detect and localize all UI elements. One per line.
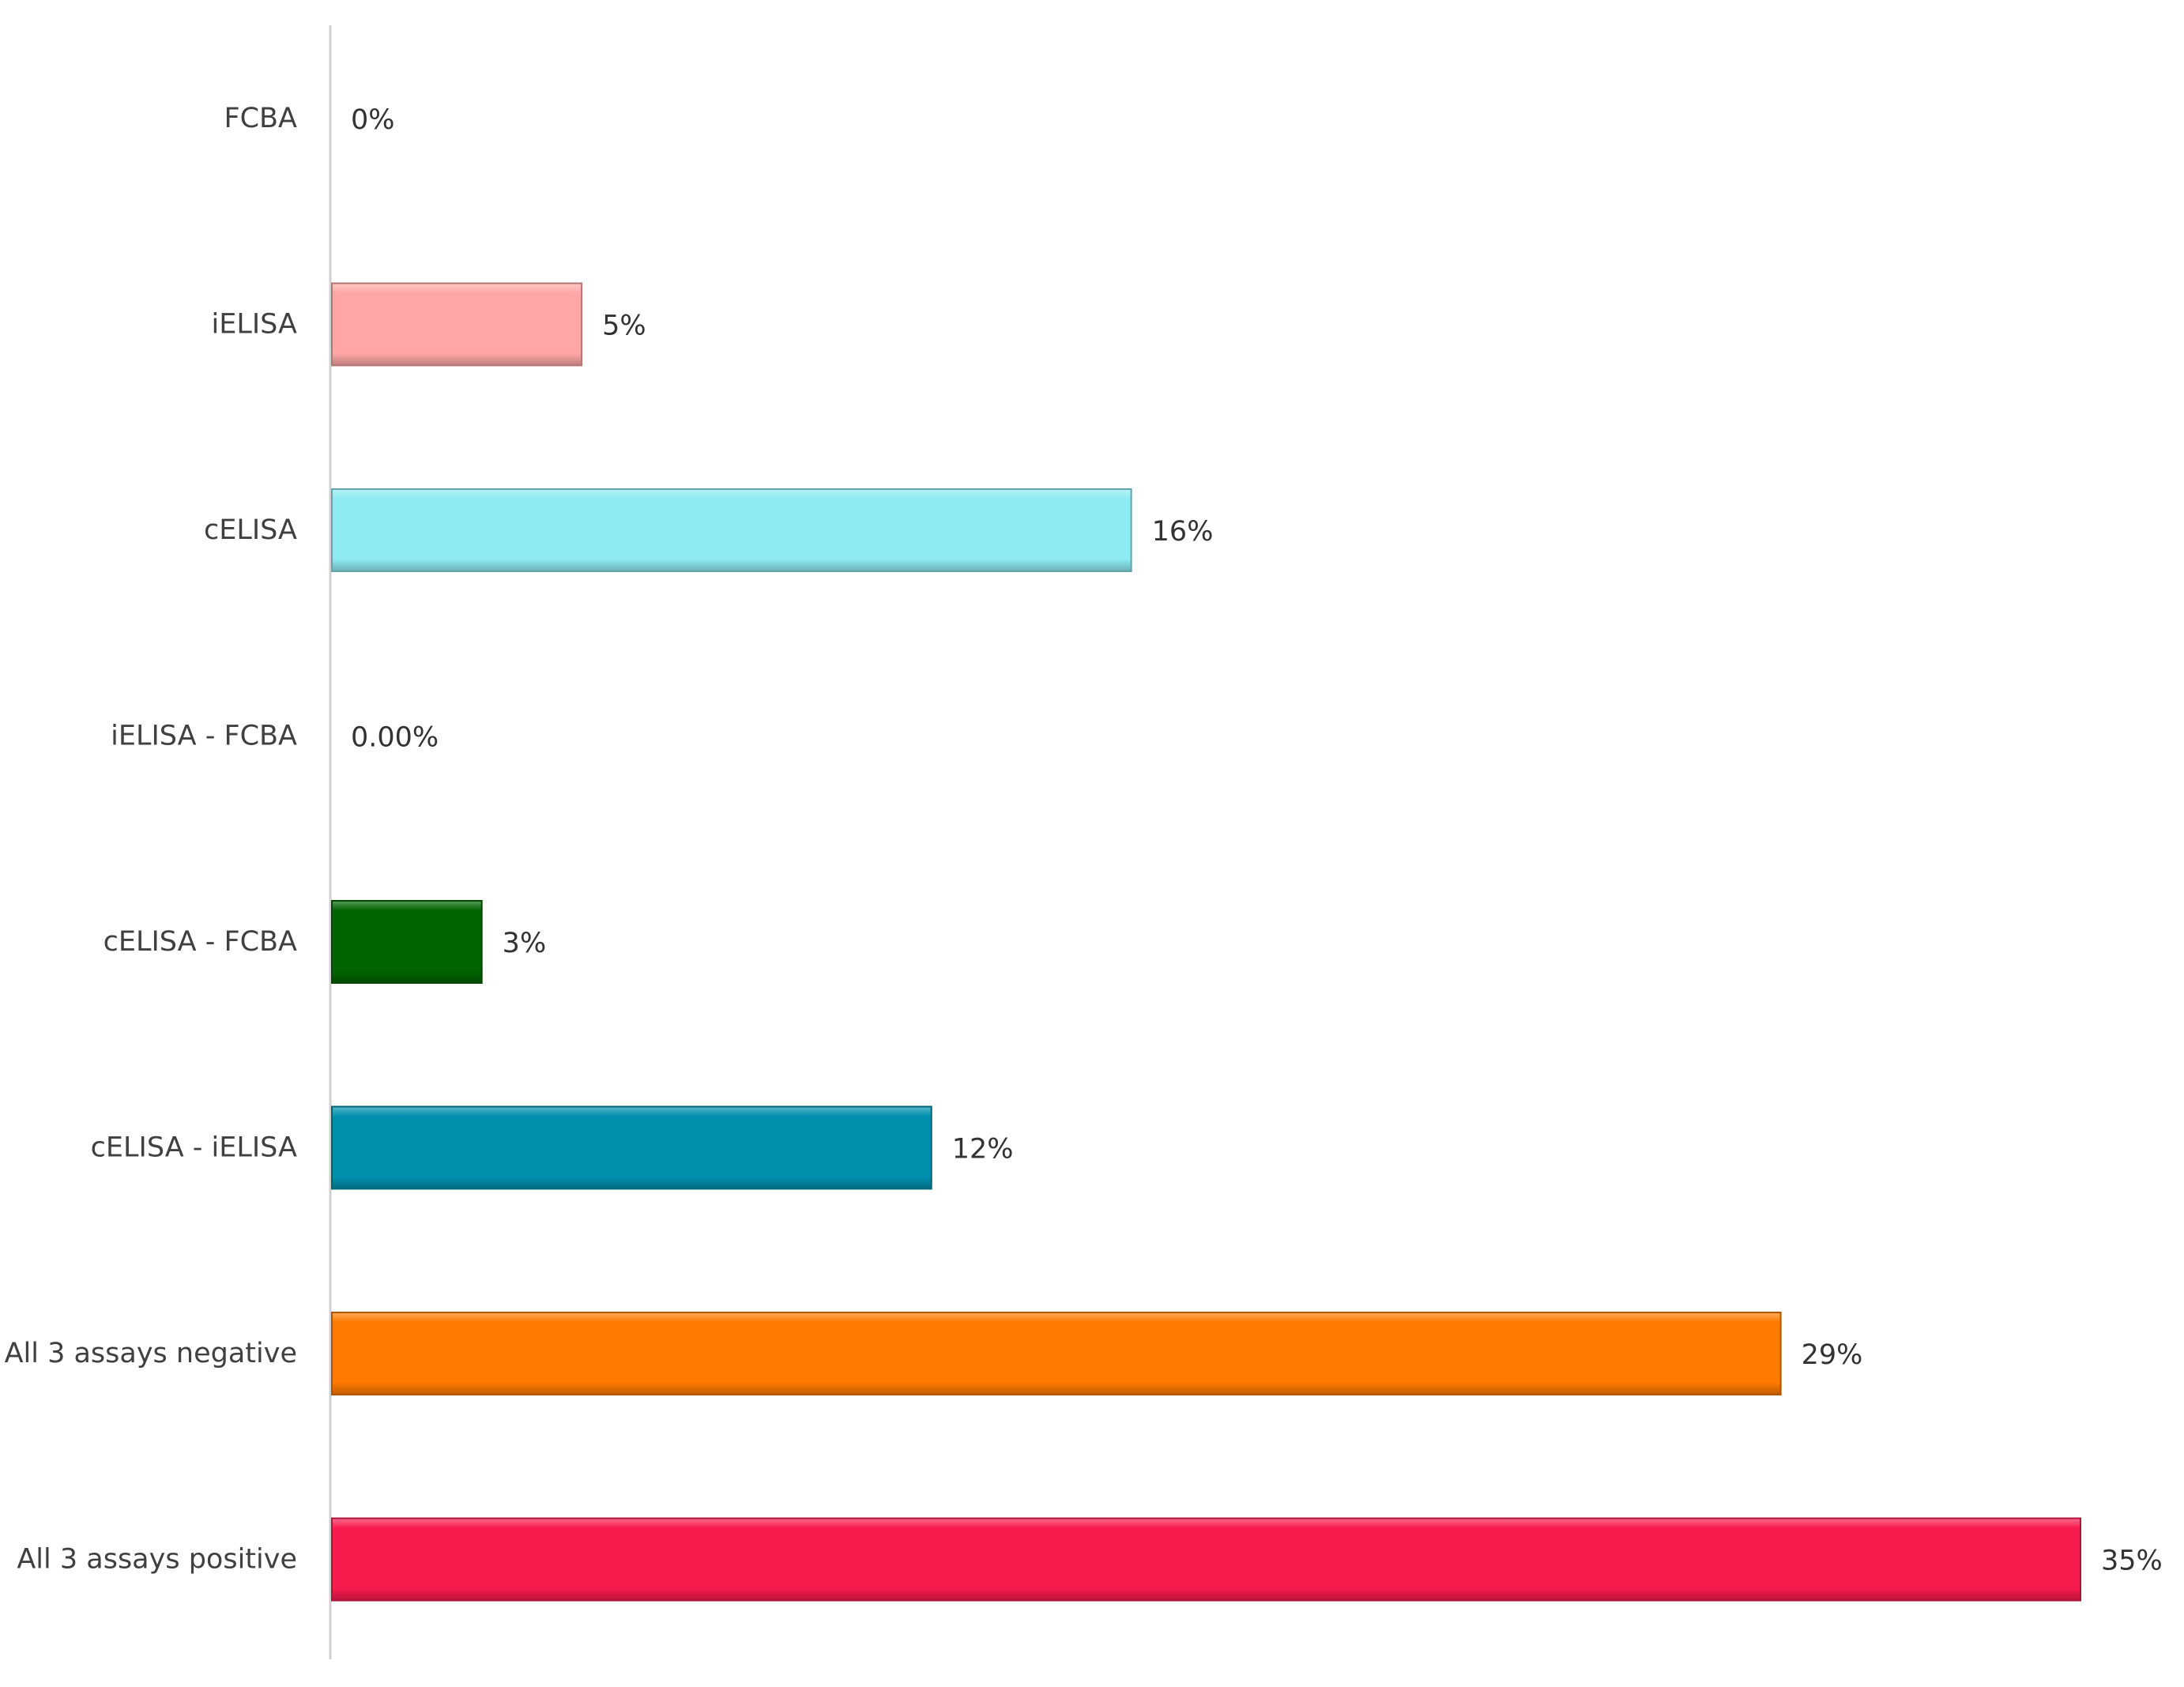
value-label-celisa-fcba: 3% bbox=[503, 928, 547, 959]
value-label-celisa-ielisa: 12% bbox=[952, 1134, 1014, 1165]
category-label-all-3-assays-positive: All 3 assays positive bbox=[17, 1544, 297, 1576]
category-label-fcba: FCBA bbox=[224, 103, 297, 134]
category-label-celisa: cELISA bbox=[204, 514, 297, 546]
value-label-ielisa-fcba: 0.00% bbox=[351, 722, 439, 754]
bar-all-3-assays-negative bbox=[331, 1312, 1782, 1395]
bar-celisa-fcba bbox=[331, 900, 483, 984]
category-label-all-3-assays-negative: All 3 assays negative bbox=[5, 1338, 297, 1369]
bar-celisa-ielisa bbox=[331, 1105, 932, 1190]
category-label-ielisa: iELISA bbox=[212, 309, 298, 341]
bars-layer bbox=[331, 282, 2081, 1602]
value-label-all-3-assays-positive: 35% bbox=[2101, 1546, 2163, 1577]
value-label-ielisa: 5% bbox=[602, 311, 646, 342]
category-label-ielisa-fcba: iELISA - FCBA bbox=[111, 721, 297, 752]
bar-ielisa bbox=[331, 282, 583, 367]
category-labels: FCBA iELISA cELISA iELISA - FCBA cELISA - FC… bbox=[5, 103, 297, 1576]
value-label-celisa: 16% bbox=[1152, 516, 1214, 548]
value-labels: 0% 5% 16% 0.00% 3% 12% 29% 35% bbox=[351, 104, 2163, 1577]
category-label-celisa-ielisa: cELISA - iELISA bbox=[91, 1132, 297, 1164]
value-label-fcba: 0% bbox=[351, 104, 395, 136]
bar-celisa bbox=[331, 488, 1132, 572]
value-label-all-3-assays-negative: 29% bbox=[1802, 1339, 1863, 1371]
bar-all-3-assays-positive bbox=[331, 1517, 2081, 1602]
category-label-celisa-fcba: cELISA - FCBA bbox=[104, 926, 297, 958]
